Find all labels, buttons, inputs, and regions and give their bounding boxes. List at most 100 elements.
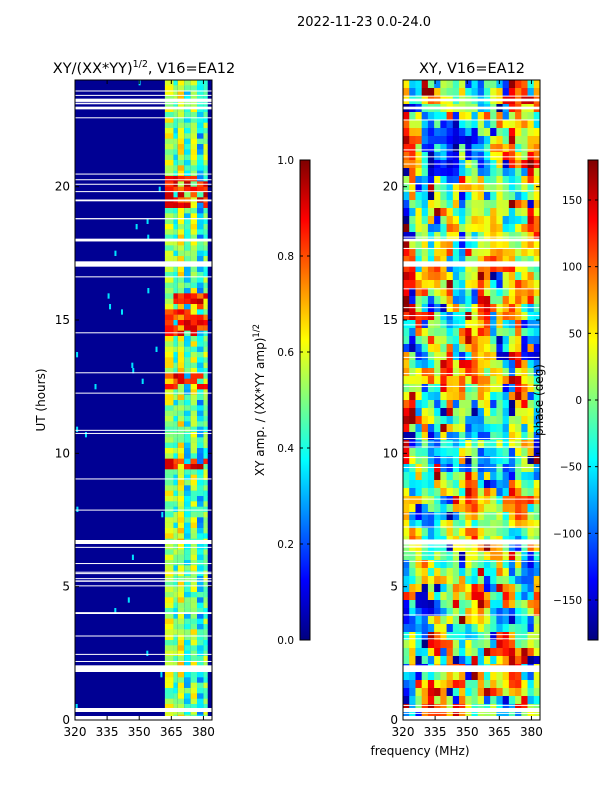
phase-cell <box>471 544 479 553</box>
phase-cell <box>427 272 435 281</box>
phase-cell <box>527 120 535 129</box>
amplitude-cell <box>177 165 185 171</box>
amplitude-cell <box>173 240 178 246</box>
phase-cell <box>415 696 422 705</box>
phase-cell <box>515 192 522 201</box>
amplitude-cell <box>190 693 198 699</box>
phase-cell <box>465 632 472 641</box>
amplitude-cell <box>164 490 174 497</box>
phase-cell <box>496 168 503 177</box>
phase-flagged-line <box>403 526 540 528</box>
phase-cell <box>452 288 460 297</box>
phase-cell <box>459 432 466 441</box>
phase-cell <box>490 480 497 489</box>
phase-flagged-line <box>403 236 540 238</box>
phase-cell <box>459 672 466 681</box>
phase-cell <box>521 216 528 225</box>
phase-cell <box>490 408 497 417</box>
phase-cell <box>434 136 441 145</box>
amp-ytick-label: 10 <box>55 446 70 460</box>
amplitude-cell <box>173 234 178 241</box>
phase-cell <box>477 656 485 665</box>
amplitude-cell <box>177 554 185 561</box>
phase-cell <box>440 80 447 89</box>
amplitude-cell <box>177 256 185 262</box>
amplitude-cell <box>197 325 204 331</box>
phase-cell <box>421 88 429 97</box>
amplitude-cell <box>197 464 204 470</box>
amplitude-cell <box>120 309 123 315</box>
phase-cell <box>434 432 441 441</box>
phase-cell <box>452 216 460 225</box>
phase-cell <box>427 88 435 97</box>
phase-cell <box>477 520 485 529</box>
phase-cell <box>452 176 460 185</box>
phase-flagged-line <box>403 457 540 459</box>
amplitude-cell <box>184 688 191 694</box>
phase-cell <box>502 248 510 257</box>
phase-cell <box>446 424 454 433</box>
phase-cell <box>459 448 466 457</box>
phase-cell <box>533 360 541 369</box>
amplitude-cell <box>164 352 174 358</box>
phase-cell <box>533 152 541 161</box>
amplitude-cell <box>164 384 174 390</box>
amplitude-cell <box>203 245 208 251</box>
phase-cell <box>515 480 522 489</box>
phase-cell <box>434 424 441 433</box>
amplitude-cell <box>184 149 191 155</box>
phase-cell <box>483 576 491 585</box>
phase-cell <box>459 408 466 417</box>
amplitude-cell <box>177 549 185 555</box>
phase-cell <box>434 208 441 217</box>
phase-cell <box>427 456 435 465</box>
phase-cell <box>477 672 485 681</box>
phase-cell <box>465 376 472 385</box>
phase-cell <box>496 624 503 633</box>
amplitude-cell <box>197 320 204 326</box>
amplitude-cell <box>203 410 208 417</box>
amplitude-cell <box>164 320 174 326</box>
phase-cell <box>403 688 410 697</box>
phase-cell <box>508 656 516 665</box>
phase-cell <box>527 600 535 609</box>
amplitude-cell <box>184 90 191 97</box>
phase-cell <box>496 680 503 689</box>
phase-flagged-gap <box>403 261 540 267</box>
phase-cell <box>477 384 485 393</box>
amplitude-cell <box>141 378 144 384</box>
phase-cell <box>421 336 429 345</box>
phase-cell <box>490 440 497 449</box>
amplitude-cell <box>164 224 174 230</box>
phase-cell <box>403 80 410 89</box>
phase-cell <box>421 544 429 553</box>
amplitude-cell <box>184 629 191 635</box>
ph-ytick-label: 5 <box>390 580 398 594</box>
phase-cell <box>403 392 410 401</box>
phase-cell <box>527 312 535 321</box>
phase-cell <box>521 360 528 369</box>
amplitude-cell <box>131 554 134 560</box>
amplitude-cell <box>173 170 178 177</box>
amplitude-cell <box>173 709 178 715</box>
phase-cell <box>446 240 454 249</box>
amplitude-flagged-line <box>75 107 212 109</box>
amplitude-flagged-line <box>75 179 212 181</box>
phase-cell <box>521 392 528 401</box>
phase-cell <box>434 80 441 89</box>
phase-cell <box>515 288 522 297</box>
amplitude-cell <box>173 602 178 609</box>
amplitude-cell <box>177 608 185 614</box>
amplitude-cell <box>197 245 204 251</box>
amplitude-flagged-line <box>75 509 212 511</box>
phase-cell <box>427 352 435 361</box>
amplitude-cell <box>177 224 185 230</box>
phase-cell <box>446 520 454 529</box>
phase-cell <box>440 312 447 321</box>
phase-cell <box>471 184 479 193</box>
phase-cell <box>415 184 422 193</box>
phase-cell <box>483 528 491 537</box>
phase-cell <box>521 624 528 633</box>
phase-cell <box>459 520 466 529</box>
